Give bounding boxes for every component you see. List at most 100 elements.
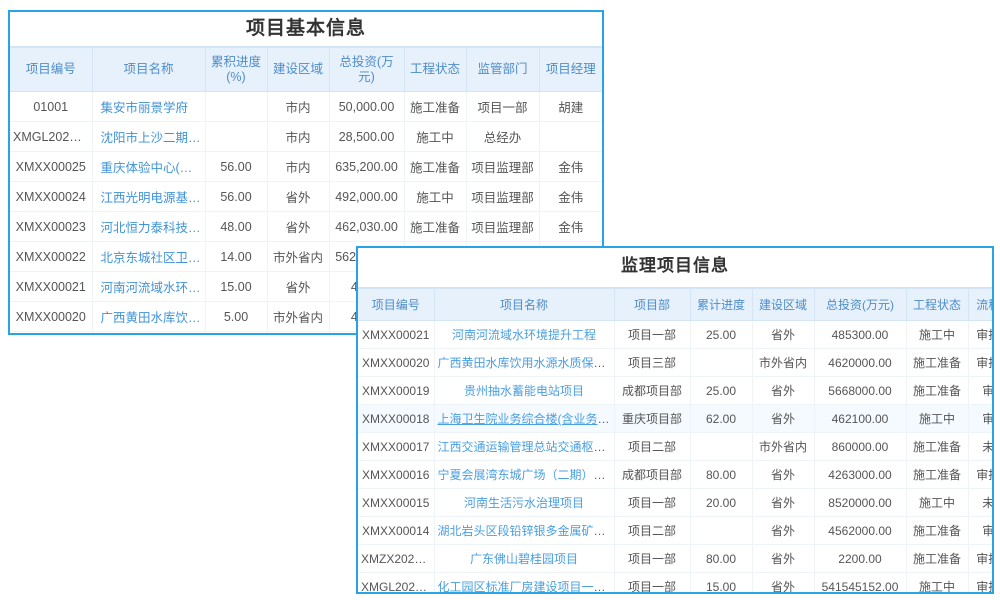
table-row[interactable]: XMXX00014 湖北岩头区段铅锌银多金属矿开采... 项目二部 省外 4562000… <box>358 516 992 545</box>
col-header-project-manager[interactable]: 项目经理 <box>539 47 602 92</box>
cell-project-code[interactable]: 01001 <box>10 91 93 122</box>
cell-project-code[interactable]: XMGL20231... <box>10 121 93 152</box>
cell-project-name[interactable]: 河南河流域水环境提升工程 <box>434 320 615 349</box>
cell-project-code[interactable]: XMXX00015 <box>358 488 435 517</box>
cell-project-code[interactable]: XMXX00019 <box>10 331 93 333</box>
table-row[interactable]: XMGL20220... 化工园区标准厂房建设项目一期项目 项目一部 15.00 省外 5… <box>358 572 992 594</box>
cell-project-code[interactable]: XMXX00021 <box>10 271 93 302</box>
col-header-flow-state[interactable]: 流程状态 <box>968 288 992 321</box>
cell-project-name[interactable]: 广西黄田水库饮用水源水质保护项目 <box>434 348 615 377</box>
table-row[interactable]: XMXX00024江西光明电源基地工程56.00省外492,000.00施工中项… <box>10 181 602 212</box>
project-name-link[interactable]: 湖北岩头区段铅锌银多金属矿开采... <box>437 524 614 538</box>
table-row[interactable]: XMXX00019 贵州抽水蓄能电站项目 成都项目部 25.00 省外 5668000.0… <box>358 376 992 405</box>
cell-project-name[interactable]: 江西交通运输管理总站交通枢纽及... <box>434 432 615 461</box>
cell-project-name[interactable]: 广西黄田水库饮用水... <box>92 301 206 332</box>
cell-project-dept[interactable]: 成都项目部 <box>614 376 691 405</box>
col-header-progress[interactable]: 累积进度 (%) <box>205 47 268 92</box>
cell-project-code[interactable]: XMXX00018 <box>358 404 435 433</box>
table-row[interactable]: XMXX00015 河南生活污水治理项目 项目一部 20.00 省外 8520000.00… <box>358 488 992 517</box>
cell-project-name[interactable]: 河南生活污水治理项目 <box>434 488 615 517</box>
cell-project-name[interactable]: 重庆体验中心(叁号... <box>92 151 206 182</box>
project-name-link[interactable]: 河南河流域水环境提升工程 <box>451 328 596 342</box>
table-row[interactable]: XMXX00025 重庆体验中心(叁号... 56.00 市内 635,200.00 施工… <box>10 151 602 182</box>
cell-project-name[interactable]: 湖北岩头区段铅锌银多金属矿开采... <box>434 516 615 545</box>
cell-project-code[interactable]: XMXX00020 <box>358 348 435 377</box>
table-row[interactable]: XMXX00020 广西黄田水库饮用水源水质保护项目 项目三部 市外省内 4620000… <box>358 348 992 377</box>
table-row[interactable]: XMGL20231...沈阳市上沙二期一批... 市内28,500.00施工中总经… <box>10 121 602 152</box>
panel-supervision-project-info: 监理项目信息 项目编号 项目名称 项目部 累计进度 建设区域 总投资(万元) 工… <box>356 246 994 594</box>
cell-project-code[interactable]: XMZX20220... <box>358 544 435 573</box>
cell-project-code[interactable]: XMXX00016 <box>358 460 435 489</box>
cell-progress: 20.00 <box>690 488 753 517</box>
table-row[interactable]: XMXX00016 宁夏会展湾东城广场（二期）工程 成都项目部 80.00 省外 4263… <box>358 460 992 489</box>
cell-project-dept[interactable]: 项目二部 <box>614 516 691 545</box>
col-header-progress[interactable]: 累计进度 <box>690 288 753 321</box>
cell-project-code[interactable]: XMGL20220... <box>358 572 435 592</box>
cell-project-dept[interactable]: 项目二部 <box>614 432 691 461</box>
col-header-supervise-dept[interactable]: 监管部门 <box>466 47 540 92</box>
project-name-link[interactable]: 河南生活污水治理项目 <box>463 496 584 510</box>
cell-project-dept[interactable]: 重庆项目部 <box>614 404 691 433</box>
col-header-build-area[interactable]: 建设区域 <box>752 288 815 321</box>
project-name-link[interactable]: 宁夏会展湾东城广场（二期）工程 <box>437 468 614 482</box>
cell-project-dept[interactable]: 项目一部 <box>614 572 691 592</box>
table-row[interactable]: XMZX20220... 广东佛山碧桂园项目 项目一部 80.00 省外 2200.00 施… <box>358 544 992 573</box>
cell-project-code[interactable]: XMXX00017 <box>358 432 435 461</box>
col-header-project-name[interactable]: 项目名称 <box>434 288 615 321</box>
cell-project-code[interactable]: XMXX00021 <box>358 320 435 349</box>
table-row[interactable]: XMXX00017 江西交通运输管理总站交通枢纽及... 项目二部 市外省内 86000… <box>358 432 992 461</box>
col-header-investment[interactable]: 总投资(万元) <box>329 47 405 92</box>
cell-project-name[interactable]: 贵州抽水蓄能电站项目 <box>92 331 206 333</box>
cell-project-dept[interactable]: 项目一部 <box>614 488 691 517</box>
cell-project-name[interactable]: 宁夏会展湾东城广场（二期）工程 <box>434 460 615 489</box>
table-row[interactable]: XMXX00023河北恒力泰科技大型...48.00省外462,030.00施工… <box>10 211 602 242</box>
cell-investment: 4620000.00 <box>814 348 907 377</box>
cell-project-code[interactable]: XMXX00023 <box>10 211 93 242</box>
col-header-build-area[interactable]: 建设区域 <box>267 47 330 92</box>
cell-investment: 541545152.00 <box>814 572 907 592</box>
cell-project-name[interactable]: 上海卫生院业务综合楼(含业务用... <box>434 404 615 433</box>
project-name-link[interactable]: 上海卫生院业务综合楼(含业务用... <box>437 412 614 426</box>
cell-project-code[interactable]: XMXX00019 <box>358 376 435 405</box>
table-row[interactable]: XMXX00018 上海卫生院业务综合楼(含业务用... 重庆项目部 62.00 省外 4… <box>358 404 992 433</box>
cell-project-dept[interactable]: 项目三部 <box>614 348 691 377</box>
cell-progress: 14.00 <box>205 241 268 272</box>
cell-project-name[interactable]: 集安市丽景学府 <box>92 91 206 122</box>
col-header-work-state[interactable]: 工程状态 <box>906 288 969 321</box>
col-header-project-name[interactable]: 项目名称 <box>92 47 206 92</box>
cell-progress <box>690 516 753 545</box>
table-row[interactable]: XMXX00021 河南河流域水环境提升工程 项目一部 25.00 省外 485300.0… <box>358 320 992 349</box>
cell-project-code[interactable]: XMXX00014 <box>358 516 435 545</box>
col-header-work-state[interactable]: 工程状态 <box>404 47 467 92</box>
col-header-investment[interactable]: 总投资(万元) <box>814 288 907 321</box>
cell-progress: 25.00 <box>690 376 753 405</box>
col-header-project-code[interactable]: 项目编号 <box>358 288 435 321</box>
cell-project-dept[interactable]: 项目一部 <box>614 320 691 349</box>
cell-work-state: 施工准备 <box>906 348 969 377</box>
table-row[interactable]: 01001 集安市丽景学府 市内 50,000.00 施工准备 项目一部 胡建 <box>10 91 602 122</box>
cell-project-dept[interactable]: 成都项目部 <box>614 460 691 489</box>
cell-project-name[interactable]: 贵州抽水蓄能电站项目 <box>434 376 615 405</box>
project-name-link[interactable]: 贵州抽水蓄能电站项目 <box>463 384 584 398</box>
col-header-project-dept[interactable]: 项目部 <box>614 288 691 321</box>
cell-progress: 15.00 <box>205 331 268 333</box>
cell-project-name[interactable]: 化工园区标准厂房建设项目一期项目 <box>434 572 615 594</box>
project-name-link[interactable]: 江西交通运输管理总站交通枢纽及... <box>437 440 614 454</box>
cell-project-name[interactable]: 河北恒力泰科技大型... <box>92 211 206 242</box>
cell-project-name[interactable]: 河南河流域水环境提... <box>92 271 206 302</box>
cell-project-code[interactable]: XMXX00020 <box>10 301 93 332</box>
cell-project-name[interactable]: 江西光明电源基地工程 <box>92 181 206 212</box>
cell-project-name[interactable]: 沈阳市上沙二期一批... <box>92 121 206 152</box>
cell-project-code[interactable]: XMXX00025 <box>10 151 93 182</box>
cell-project-name[interactable]: 广东佛山碧桂园项目 <box>434 544 615 573</box>
col-header-project-code[interactable]: 项目编号 <box>10 47 93 92</box>
project-name-link[interactable]: 广东佛山碧桂园项目 <box>469 552 578 566</box>
cell-project-code[interactable]: XMXX00022 <box>10 241 93 272</box>
cell-supervise-dept: 项目监理部 <box>466 151 540 182</box>
cell-build-area: 省外 <box>752 516 815 545</box>
cell-project-code[interactable]: XMXX00024 <box>10 181 93 212</box>
cell-project-dept[interactable]: 项目一部 <box>614 544 691 573</box>
project-name-link[interactable]: 化工园区标准厂房建设项目一期项目 <box>437 580 614 594</box>
project-name-link[interactable]: 广西黄田水库饮用水源水质保护项目 <box>437 356 614 370</box>
cell-project-name[interactable]: 北京东城社区卫生服... <box>92 241 206 272</box>
